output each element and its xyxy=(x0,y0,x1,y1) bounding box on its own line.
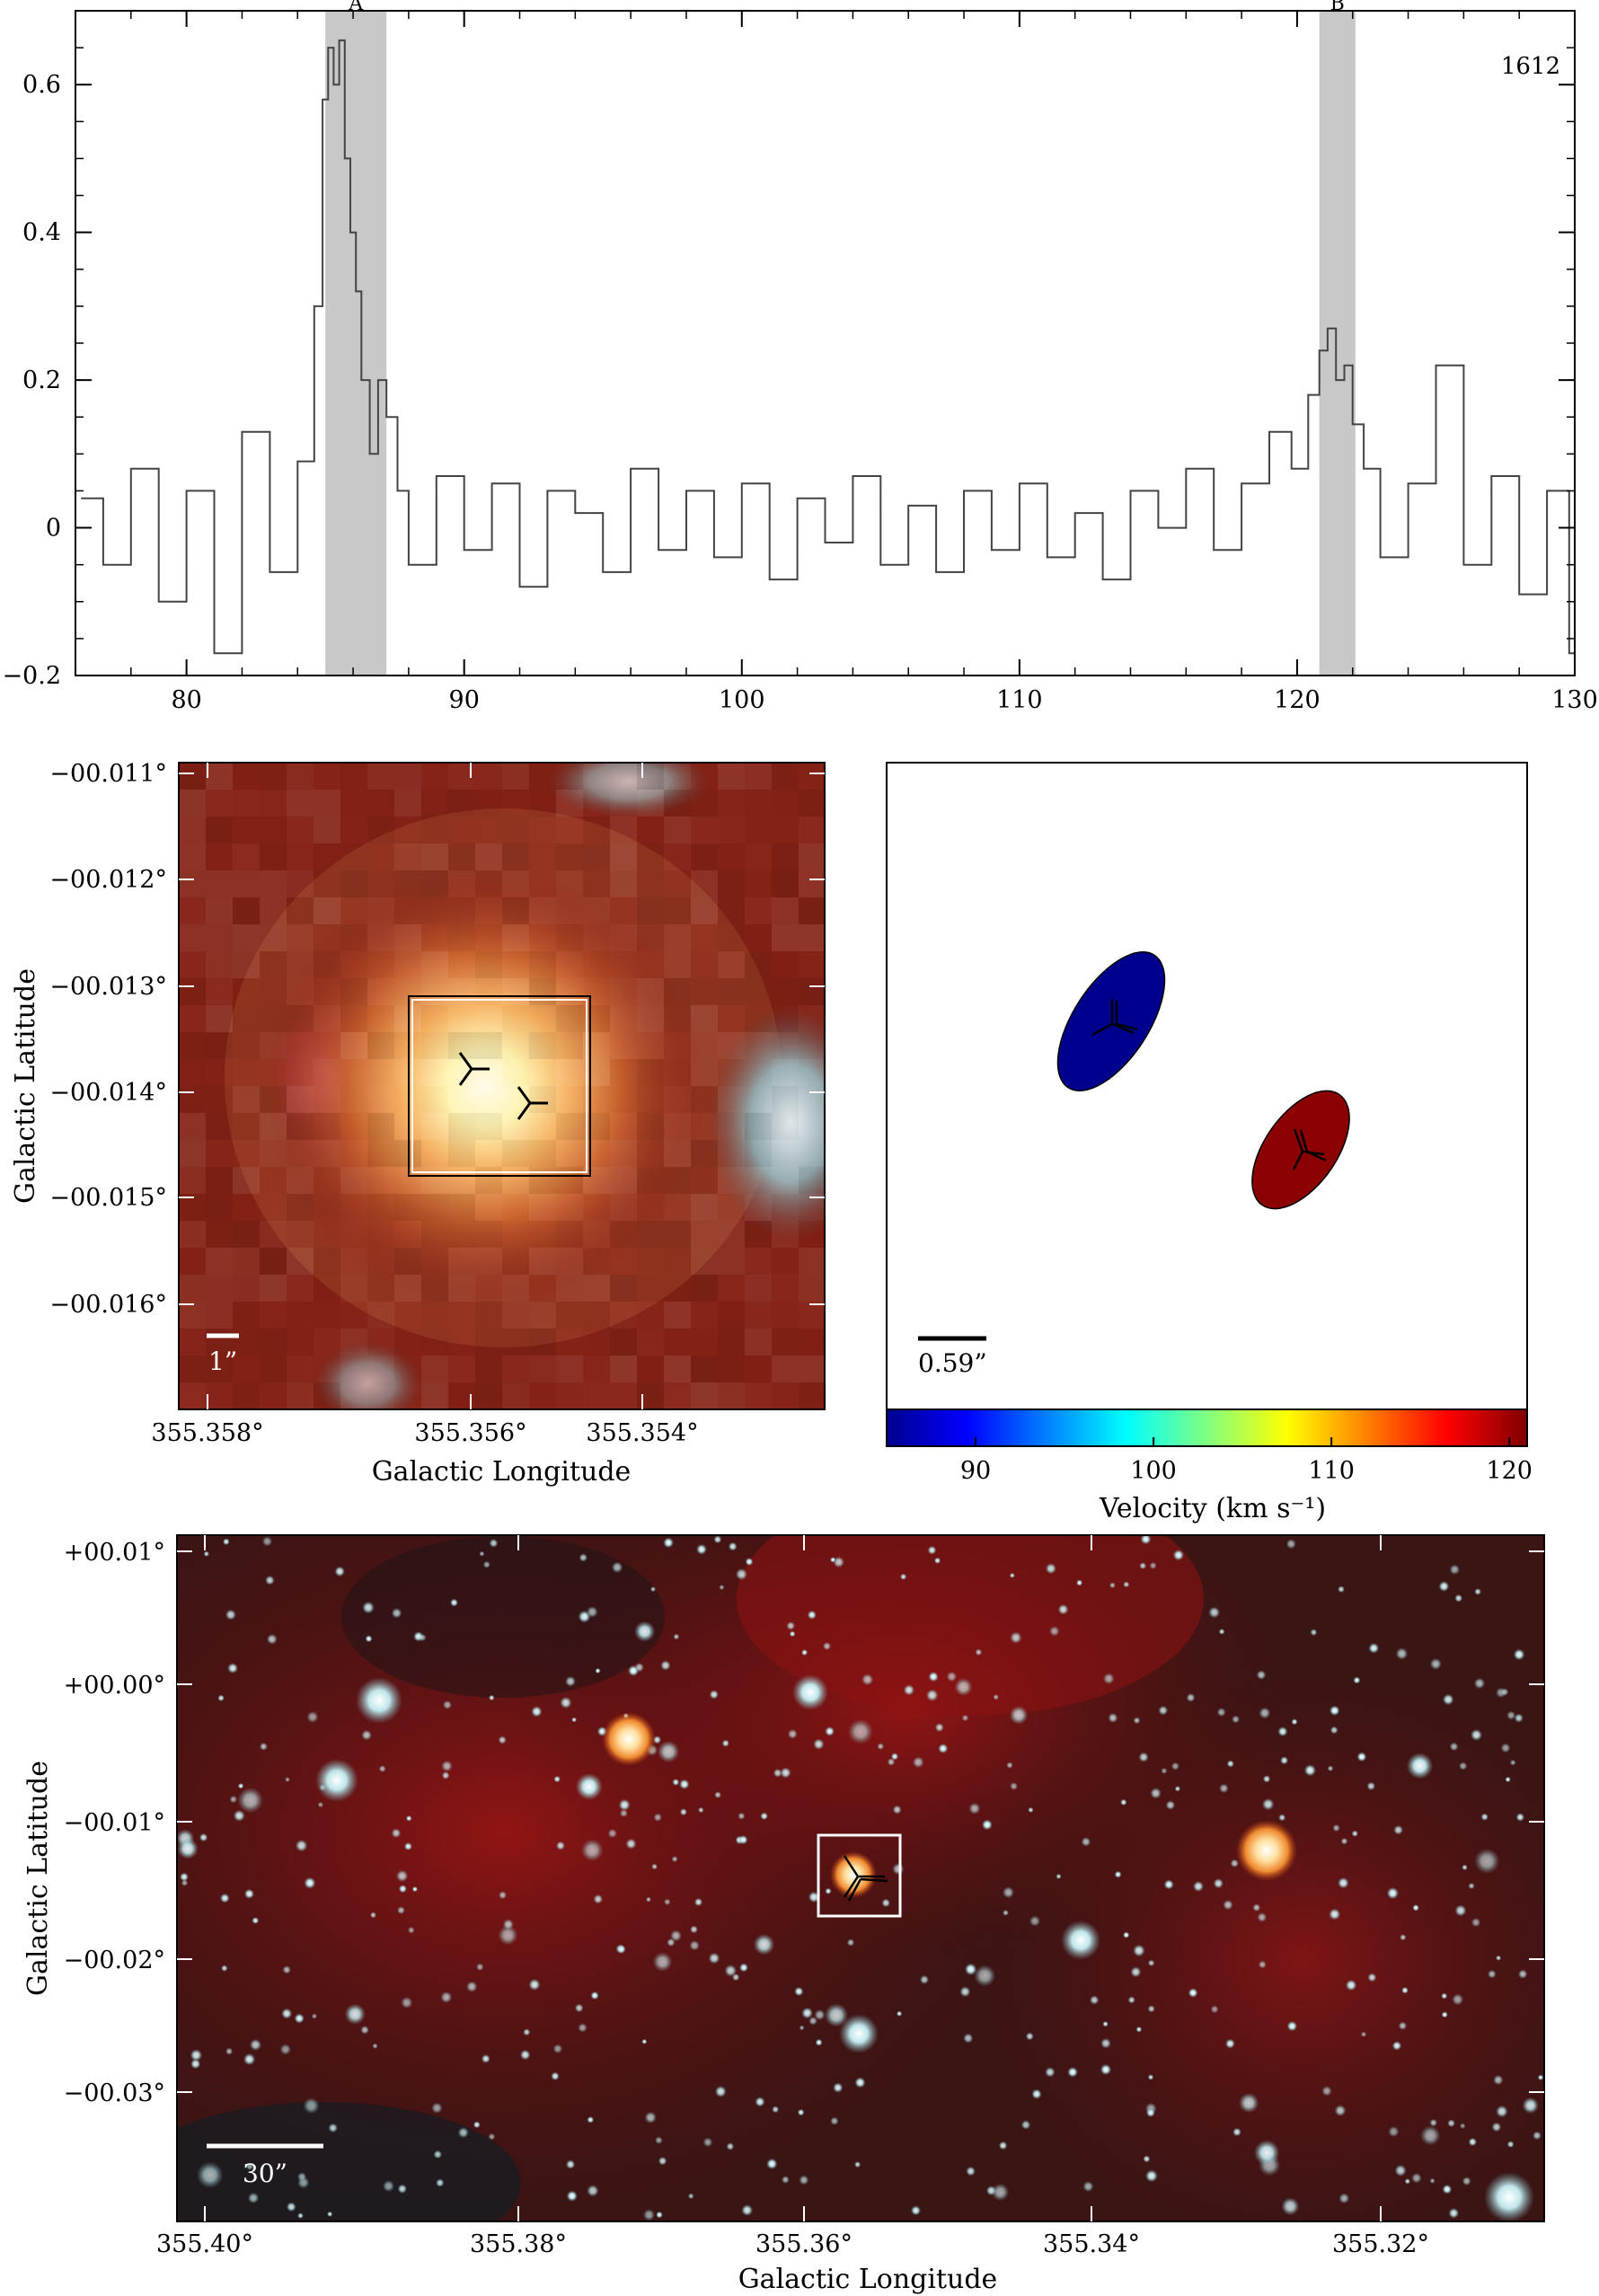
band-label-a: A xyxy=(348,0,364,15)
colorbar-tick-label: 110 xyxy=(1308,1457,1355,1485)
zoom-x-tick-label: 355.356° xyxy=(414,1419,526,1447)
widefield-x-tick-label: 355.34° xyxy=(1043,2230,1140,2258)
widefield-scale-label: 30” xyxy=(243,2159,287,2188)
velocity-scale-label: 0.59” xyxy=(918,1348,987,1378)
widefield-x-tick-label: 355.38° xyxy=(470,2230,567,2258)
zoom-y-tick-label: −00.014° xyxy=(49,1079,167,1107)
spectrum-y-tick-label: 0.6 xyxy=(22,71,61,99)
zoom-x-title: Galactic Longitude xyxy=(372,1456,632,1488)
zoom-y-title: Galactic Latitude xyxy=(10,968,41,1204)
spectrum-x-tick-label: 80 xyxy=(171,686,201,714)
zoom-y-tick-label: −00.016° xyxy=(49,1291,167,1319)
highlight-band-a xyxy=(325,11,387,676)
widefield-y-tick-label: −00.01° xyxy=(64,1809,165,1837)
widefield-x-tick-label: 355.40° xyxy=(156,2230,253,2258)
spectrum-x-tick-label: 120 xyxy=(1274,686,1321,714)
widefield-y-tick-label: −00.03° xyxy=(64,2080,165,2107)
zoom-box xyxy=(408,995,591,1177)
widefield-box xyxy=(817,1833,902,1918)
velocity-panel: 0.59” 90 100 110 120 Velocity (km s⁻¹) xyxy=(886,762,1533,1524)
zoom-y-tick-label: −00.013° xyxy=(49,973,167,1001)
zoom-image-panel: 1” 355.358° 355.356° 355.354° −00.011° −00.… xyxy=(10,760,826,1488)
zoom-x-tick-label: 355.358° xyxy=(151,1419,263,1447)
widefield-y-tick-label: +00.00° xyxy=(64,1672,165,1700)
spectrum-x-tick-label: 130 xyxy=(1551,686,1598,714)
spectrum-x-tick-label: 100 xyxy=(719,686,765,714)
spectrum-y-tick-label: 0.4 xyxy=(22,219,61,247)
maser-marker xyxy=(458,1052,548,1120)
zoom-frame xyxy=(178,762,826,1410)
spectrum-x-tick-label: 110 xyxy=(996,686,1043,714)
zoom-y-tick-label: −00.012° xyxy=(49,866,167,894)
colorbar xyxy=(886,1409,1528,1447)
widefield-x-tick-label: 355.36° xyxy=(755,2230,853,2258)
velocity-frame xyxy=(886,762,1528,1410)
colorbar-title: Velocity (km s⁻¹) xyxy=(1099,1493,1326,1524)
spectrum-y-tick-label: 0 xyxy=(46,515,61,543)
colorbar-tick-label: 120 xyxy=(1486,1457,1533,1485)
widefield-y-tick-label: −00.02° xyxy=(64,1947,165,1974)
spectrum-x-tick-label: 90 xyxy=(449,686,480,714)
zoom-y-tick-label: −00.015° xyxy=(49,1184,167,1212)
spectrum-line xyxy=(81,39,1575,655)
widefield-x-tick-label: 355.32° xyxy=(1332,2230,1429,2258)
spectrum-y-tick-label: 0.2 xyxy=(22,366,61,394)
spectrum-annotation: 1612 xyxy=(1501,53,1560,80)
colorbar-tick-label: 90 xyxy=(960,1457,991,1485)
zoom-x-tick-label: 355.354° xyxy=(586,1419,698,1447)
highlight-band-b xyxy=(1319,11,1356,676)
spectrum-panel: 80 90 100 110 120 130 −0.2 0 0.2 0.4 0.6 A B 1612 xyxy=(2,0,1597,714)
widefield-x-title: Galactic Longitude xyxy=(738,2264,998,2295)
widefield-y-tick-label: +00.01° xyxy=(64,1539,165,1567)
colorbar-tick-label: 100 xyxy=(1130,1457,1177,1485)
band-label-b: B xyxy=(1330,0,1345,15)
spectrum-y-tick-label: −0.2 xyxy=(2,662,61,690)
widefield-frame xyxy=(176,1534,1545,2222)
widefield-y-title: Galactic Latitude xyxy=(22,1761,54,1996)
zoom-y-tick-label: −00.011° xyxy=(49,760,167,788)
zoom-scale-label: 1” xyxy=(208,1347,237,1376)
widefield-image-panel: 30” 355.40° 355.38° 355.36° 355.34° 355.32° … xyxy=(22,1534,1545,2295)
